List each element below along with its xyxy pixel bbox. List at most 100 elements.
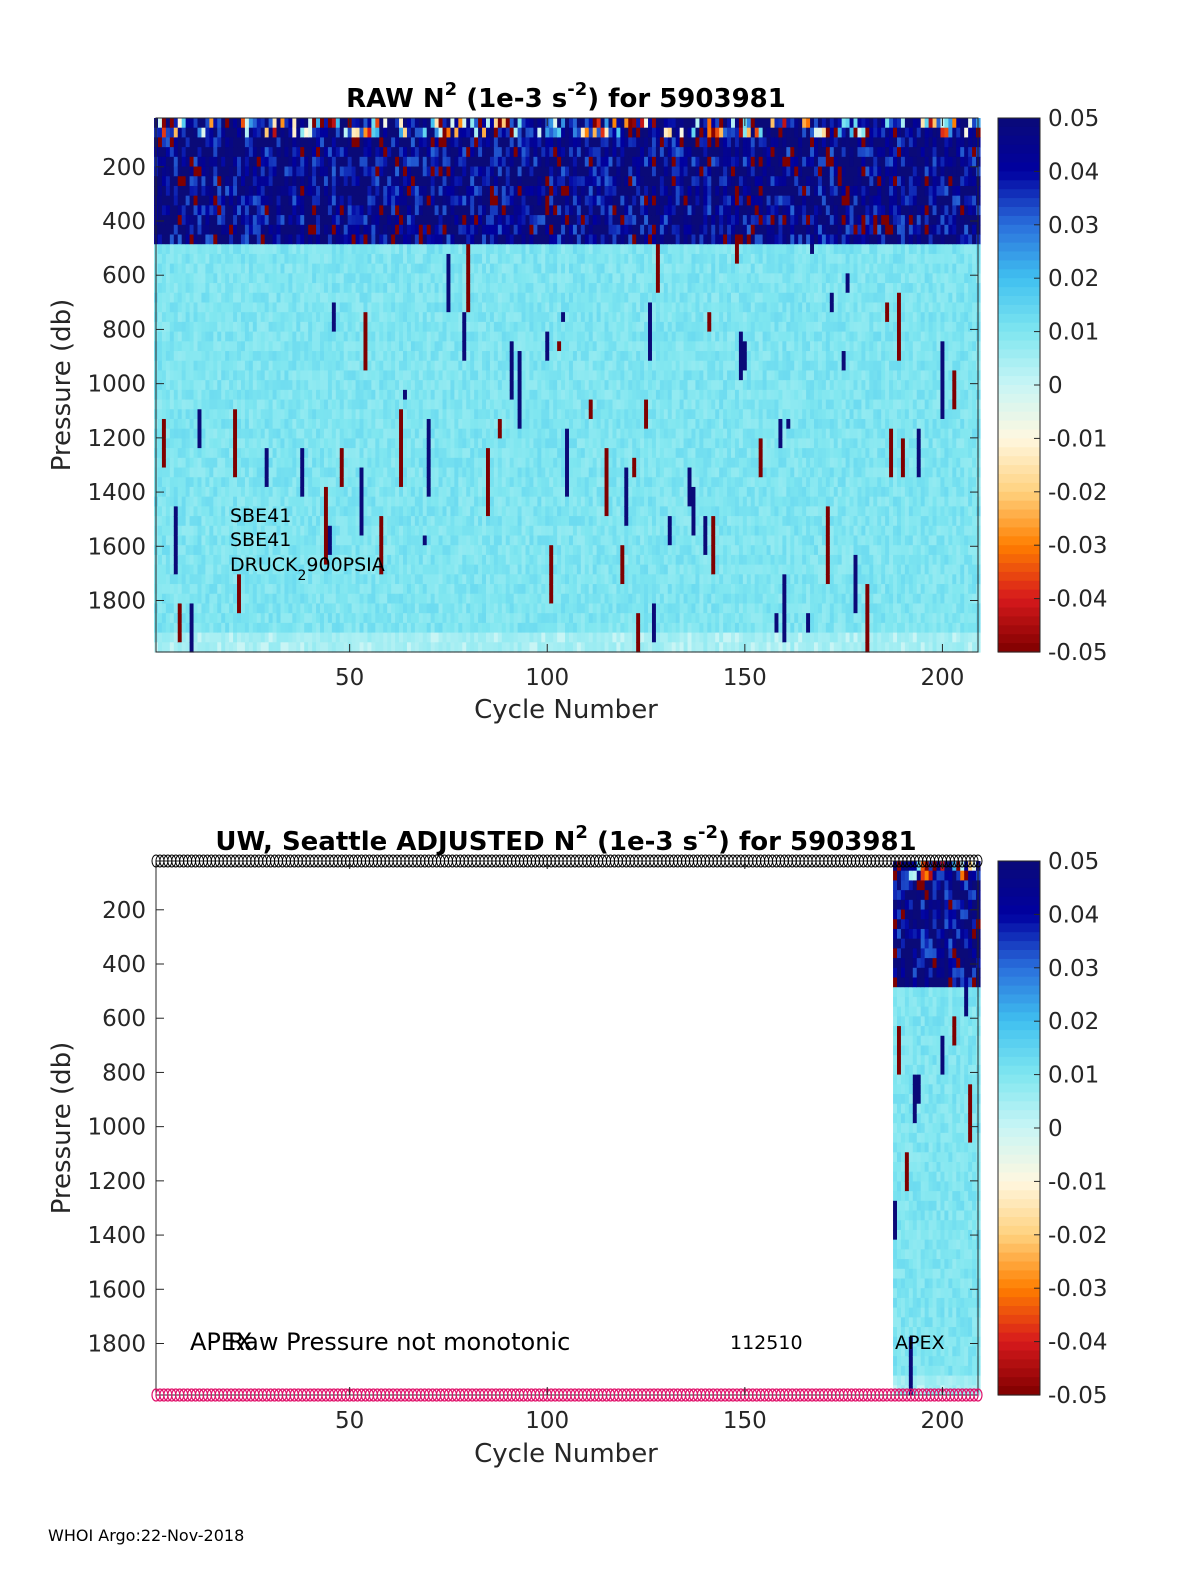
heatmap-cell <box>497 176 503 187</box>
heatmap-cell <box>478 370 483 381</box>
heatmap-cell <box>252 496 258 507</box>
heatmap-cell <box>371 448 376 459</box>
heatmap-cell <box>201 351 206 362</box>
heatmap-cell <box>292 457 297 469</box>
heatmap-cell <box>256 486 262 498</box>
heatmap-cell <box>343 409 349 420</box>
heatmap-cell <box>229 341 234 352</box>
heatmap-cell <box>367 351 372 362</box>
heatmap-cell <box>320 195 325 206</box>
heatmap-cell <box>256 399 262 410</box>
heatmap-cell <box>426 370 432 381</box>
heatmap-cell <box>466 224 471 236</box>
heatmap-cell <box>169 632 175 643</box>
heatmap-cell <box>296 118 301 129</box>
heatmap-cell <box>391 584 396 595</box>
heatmap-cell <box>478 467 483 478</box>
heatmap-cell <box>173 642 179 653</box>
heatmap-cell <box>426 166 432 177</box>
heatmap-cell <box>296 448 301 459</box>
heatmap-cell <box>501 535 507 546</box>
heatmap-cell <box>371 263 376 274</box>
heatmap-cell <box>430 574 436 585</box>
heatmap-cell <box>501 195 507 206</box>
heatmap-cell <box>268 477 274 488</box>
heatmap-cell <box>244 321 250 333</box>
heatmap-cell <box>272 341 278 352</box>
heatmap-cell <box>363 263 369 274</box>
heatmap-cell <box>240 642 246 653</box>
heatmap-cell <box>209 127 214 139</box>
heatmap-cell <box>438 195 444 206</box>
heatmap-cell <box>339 283 345 294</box>
heatmap-cell <box>193 380 199 391</box>
heatmap-cell <box>379 253 384 265</box>
heatmap-cell <box>474 127 479 139</box>
heatmap-cell <box>339 622 345 634</box>
heatmap-cell <box>359 215 365 226</box>
heatmap-cell <box>217 195 222 206</box>
heatmap-cell <box>387 224 392 236</box>
heatmap-cell <box>395 418 400 430</box>
heatmap-cell <box>320 632 325 643</box>
heatmap-cell <box>272 486 278 498</box>
heatmap-cell <box>482 632 487 643</box>
heatmap-cell <box>335 632 341 643</box>
heatmap-cell <box>193 185 199 197</box>
heatmap-cell <box>458 642 463 653</box>
heatmap-cell <box>359 399 365 410</box>
heatmap-cell <box>395 438 400 449</box>
heatmap-cell <box>252 642 258 653</box>
heatmap-cell <box>410 244 416 255</box>
heatmap-cell <box>462 176 467 187</box>
heatmap-cell <box>505 545 511 556</box>
heatmap-cell <box>418 535 424 546</box>
heatmap-cell <box>399 448 404 459</box>
heatmap-cell <box>173 554 179 566</box>
heatmap-cell <box>422 263 428 274</box>
heatmap-cell <box>478 584 483 595</box>
heatmap-cell <box>489 137 495 148</box>
heatmap-cell <box>442 127 448 139</box>
heatmap-cell <box>395 409 400 420</box>
heatmap-cell <box>442 418 448 430</box>
heatmap-cell <box>292 525 297 537</box>
heatmap-cell <box>256 506 262 517</box>
heatmap-cell <box>458 302 463 313</box>
heatmap-cell <box>252 632 258 643</box>
heatmap-cell <box>244 253 250 265</box>
heatmap-cell <box>438 467 444 478</box>
heatmap-cell <box>458 389 463 401</box>
heatmap-cell <box>165 215 171 226</box>
heatmap-cell <box>454 205 459 216</box>
heatmap-cell <box>327 496 333 507</box>
heatmap-cell <box>351 457 357 469</box>
heatmap-cell <box>244 283 250 294</box>
heatmap-cell <box>193 137 199 148</box>
heatmap-cell <box>331 176 337 187</box>
heatmap-cell <box>446 545 452 556</box>
heatmap-cell <box>169 341 175 352</box>
heatmap-cell <box>450 399 455 410</box>
heatmap-cell <box>442 477 448 488</box>
heatmap-cell <box>272 205 278 216</box>
heatmap-cell <box>248 302 254 313</box>
heatmap-cell <box>197 399 203 410</box>
heatmap-cell <box>430 564 436 575</box>
heatmap-cell <box>248 554 254 566</box>
heatmap-cell <box>493 312 499 323</box>
heatmap-cell <box>351 118 357 129</box>
heatmap-cell <box>339 176 345 187</box>
heatmap-cell <box>276 448 282 459</box>
heatmap-cell <box>470 506 475 517</box>
heatmap-cell <box>371 545 376 556</box>
heatmap-cell <box>375 215 380 226</box>
heatmap-cell <box>406 176 412 187</box>
heatmap-cell <box>233 467 238 478</box>
heatmap-cell <box>229 486 234 498</box>
heatmap-cell <box>312 253 317 265</box>
heatmap-cell <box>454 292 459 304</box>
heatmap-cell <box>395 486 400 498</box>
heatmap-cell <box>462 244 467 255</box>
heatmap-cell <box>225 321 230 333</box>
